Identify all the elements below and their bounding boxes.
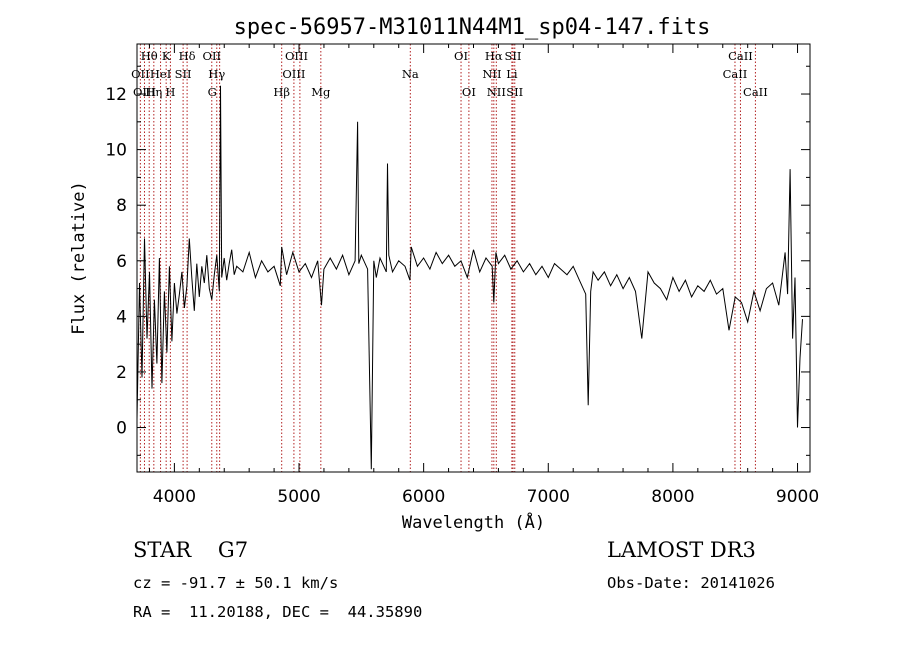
line-label: OI (454, 49, 468, 63)
axis-ticks: 4000 5000 6000 7000 8000 9000 0 2 4 6 8 10 12 (105, 44, 819, 507)
line-label: Hη (145, 85, 162, 99)
chart-title: spec-56957-M31011N44M1_sp04-147.fits (234, 15, 711, 40)
y-tick-label: 2 (116, 363, 127, 383)
redshift-text: cz = -91.7 ± 50.1 km/s (133, 574, 339, 592)
line-label: NII (487, 85, 506, 99)
coords-text: RA = 11.20188, DEC = 44.35890 (133, 603, 423, 621)
x-tick-label: 8000 (651, 487, 694, 507)
x-tick-label: 4000 (153, 487, 196, 507)
object-class: STAR G7 (133, 538, 249, 562)
x-tick-label: 9000 (776, 487, 819, 507)
spectrum-series (136, 85, 803, 470)
line-label: CaII (743, 85, 768, 99)
line-label: CaII (723, 67, 748, 81)
y-tick-label: 10 (105, 141, 127, 161)
plot-frame (136, 43, 811, 473)
line-label: G (208, 85, 217, 99)
obs-date-text: Obs-Date: 20141026 (607, 574, 775, 592)
y-axis-label: Flux (relative) (69, 181, 89, 335)
x-tick-label: 6000 (402, 487, 445, 507)
y-tick-label: 12 (105, 85, 127, 105)
line-label: Hδ (179, 49, 196, 63)
line-label: OII (131, 67, 150, 81)
line-label: Hβ (273, 85, 290, 99)
line-label: SII (506, 85, 523, 99)
line-label: OIII (282, 67, 305, 81)
line-label: OIII (285, 49, 308, 63)
line-label: NII (482, 67, 501, 81)
line-label: OIII (133, 85, 156, 99)
y-tick-label: 0 (116, 419, 127, 439)
line-label: Mg (311, 85, 331, 99)
line-label: OI (462, 85, 476, 99)
line-label: SII (175, 67, 192, 81)
spectrum-line (136, 85, 803, 470)
line-label: Hγ (208, 67, 225, 81)
y-tick-label: 6 (116, 252, 127, 272)
line-label: SII (505, 49, 522, 63)
line-label: Hα (485, 49, 503, 63)
y-tick-label: 4 (116, 307, 127, 327)
x-axis-label: Wavelength (Å) (402, 511, 545, 533)
x-tick-label: 7000 (527, 487, 570, 507)
survey-name: LAMOST DR3 (607, 538, 756, 562)
line-label: HeI (150, 67, 171, 81)
line-label: OII (203, 49, 222, 63)
line-label: CaII (728, 49, 753, 63)
line-label: K (162, 49, 171, 63)
x-tick-label: 5000 (277, 487, 320, 507)
line-label: Hθ (141, 49, 158, 63)
line-label: H (165, 85, 175, 99)
line-label: Na (402, 67, 419, 81)
y-tick-label: 8 (116, 196, 127, 216)
line-label: Li (506, 67, 518, 81)
